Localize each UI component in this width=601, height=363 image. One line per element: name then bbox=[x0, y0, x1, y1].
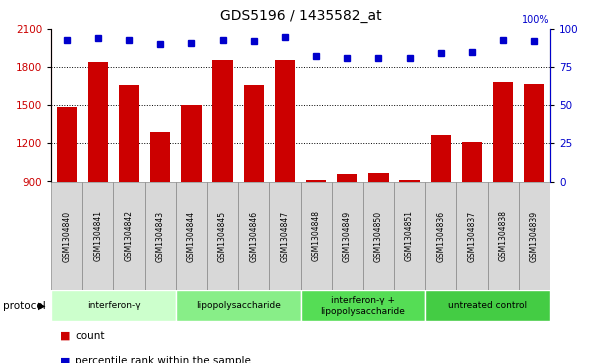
Bar bbox=[145, 182, 176, 290]
Text: GSM1304836: GSM1304836 bbox=[436, 211, 445, 261]
Text: GSM1304841: GSM1304841 bbox=[93, 211, 102, 261]
Bar bbox=[363, 182, 394, 290]
Bar bbox=[456, 182, 487, 290]
Text: GSM1304840: GSM1304840 bbox=[62, 211, 71, 261]
Bar bbox=[269, 182, 300, 290]
Bar bbox=[119, 85, 139, 182]
Text: GDS5196 / 1435582_at: GDS5196 / 1435582_at bbox=[220, 9, 381, 23]
Text: protocol: protocol bbox=[3, 301, 46, 311]
Text: GSM1304837: GSM1304837 bbox=[468, 211, 477, 261]
Bar bbox=[300, 290, 426, 321]
Bar bbox=[212, 60, 233, 182]
Bar bbox=[368, 173, 389, 182]
Text: GSM1304851: GSM1304851 bbox=[405, 211, 414, 261]
Text: 100%: 100% bbox=[522, 15, 550, 25]
Bar bbox=[238, 182, 269, 290]
Bar bbox=[426, 182, 456, 290]
Bar bbox=[524, 84, 545, 182]
Bar bbox=[300, 182, 332, 290]
Text: GSM1304849: GSM1304849 bbox=[343, 211, 352, 261]
Bar bbox=[51, 290, 176, 321]
Text: ■: ■ bbox=[60, 331, 70, 341]
Bar bbox=[176, 290, 300, 321]
Text: GSM1304838: GSM1304838 bbox=[499, 211, 508, 261]
Text: percentile rank within the sample: percentile rank within the sample bbox=[75, 356, 251, 363]
Bar bbox=[243, 85, 264, 182]
Text: GSM1304845: GSM1304845 bbox=[218, 211, 227, 261]
Bar bbox=[114, 182, 145, 290]
Bar bbox=[394, 182, 426, 290]
Text: GSM1304846: GSM1304846 bbox=[249, 211, 258, 261]
Bar bbox=[275, 60, 295, 182]
Bar bbox=[493, 82, 513, 182]
Bar bbox=[519, 182, 550, 290]
Bar bbox=[332, 182, 363, 290]
Bar bbox=[182, 105, 201, 182]
Bar bbox=[400, 180, 419, 182]
Text: lipopolysaccharide: lipopolysaccharide bbox=[196, 301, 281, 310]
Text: GSM1304847: GSM1304847 bbox=[281, 211, 290, 261]
Text: ▶: ▶ bbox=[38, 301, 45, 311]
Bar bbox=[426, 290, 550, 321]
Bar bbox=[88, 62, 108, 182]
Text: GSM1304842: GSM1304842 bbox=[124, 211, 133, 261]
Text: count: count bbox=[75, 331, 105, 341]
Text: GSM1304844: GSM1304844 bbox=[187, 211, 196, 261]
Text: ■: ■ bbox=[60, 356, 70, 363]
Bar bbox=[51, 182, 82, 290]
Bar bbox=[207, 182, 238, 290]
Bar bbox=[56, 107, 77, 182]
Text: GSM1304850: GSM1304850 bbox=[374, 211, 383, 261]
Text: untreated control: untreated control bbox=[448, 301, 527, 310]
Text: interferon-γ: interferon-γ bbox=[87, 301, 140, 310]
Text: GSM1304839: GSM1304839 bbox=[530, 211, 539, 261]
Text: GSM1304848: GSM1304848 bbox=[311, 211, 320, 261]
Bar bbox=[487, 182, 519, 290]
Text: interferon-γ +
lipopolysaccharide: interferon-γ + lipopolysaccharide bbox=[320, 296, 405, 315]
Bar bbox=[306, 180, 326, 182]
Bar bbox=[462, 142, 482, 182]
Bar bbox=[150, 132, 170, 182]
Bar bbox=[82, 182, 114, 290]
Bar bbox=[337, 174, 358, 182]
Bar bbox=[431, 135, 451, 182]
Text: GSM1304843: GSM1304843 bbox=[156, 211, 165, 261]
Bar bbox=[176, 182, 207, 290]
